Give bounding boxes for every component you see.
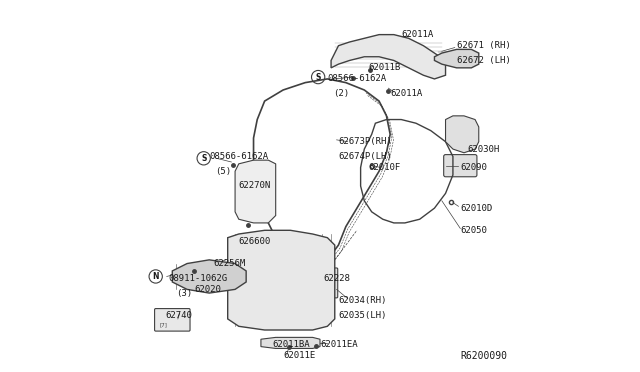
PathPatch shape [261,337,320,349]
Text: 62270N: 62270N [239,182,271,190]
Text: 08566-6162A: 08566-6162A [209,152,268,161]
PathPatch shape [172,260,246,293]
Text: 62020: 62020 [195,285,221,294]
Text: 62010D: 62010D [460,203,493,213]
Text: (2): (2) [333,89,349,98]
Text: 08911-1062G: 08911-1062G [168,274,228,283]
PathPatch shape [435,49,479,68]
PathPatch shape [228,230,335,330]
PathPatch shape [331,35,445,79]
Text: 62011EA: 62011EA [320,340,358,349]
Text: 62740: 62740 [165,311,192,320]
Text: S: S [316,73,321,81]
Text: R6200090: R6200090 [460,351,508,361]
Text: 62256M: 62256M [213,259,245,268]
Text: 626600: 626600 [239,237,271,246]
Text: S: S [201,154,206,163]
Text: 62011A: 62011A [390,89,422,98]
FancyBboxPatch shape [155,309,190,331]
Text: 62011BA: 62011BA [272,340,310,349]
PathPatch shape [235,160,276,223]
FancyBboxPatch shape [444,155,477,177]
Text: 62011E: 62011E [283,351,316,360]
FancyBboxPatch shape [312,268,338,298]
Text: 62674P(LH): 62674P(LH) [339,152,392,161]
Text: 62673P(RH): 62673P(RH) [339,137,392,146]
Text: 62011A: 62011A [401,30,433,39]
PathPatch shape [445,116,479,153]
Text: 62010F: 62010F [368,163,400,172]
Text: 62034(RH): 62034(RH) [339,296,387,305]
Text: 62030H: 62030H [468,145,500,154]
Text: (3): (3) [176,289,192,298]
Text: [7]: [7] [159,322,167,327]
Text: 62228: 62228 [324,274,351,283]
Text: 62011B: 62011B [368,63,400,72]
Text: 62672 (LH): 62672 (LH) [456,56,510,65]
Text: 62035(LH): 62035(LH) [339,311,387,320]
Text: 62671 (RH): 62671 (RH) [456,41,510,50]
Text: (5): (5) [215,167,231,176]
Text: 62050: 62050 [460,226,487,235]
Text: N: N [152,272,159,281]
Text: 62090: 62090 [460,163,487,172]
Text: 08566-6162A: 08566-6162A [328,74,387,83]
